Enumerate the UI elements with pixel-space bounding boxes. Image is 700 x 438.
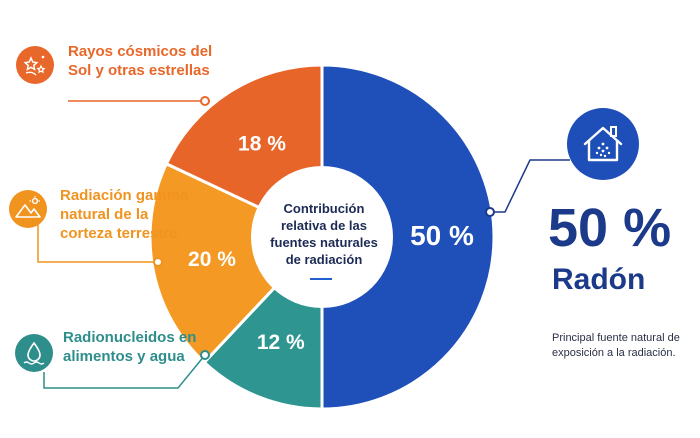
pie-slice-0 — [320, 63, 496, 411]
pie-slice-2 — [148, 161, 325, 365]
title-underline — [310, 278, 332, 280]
highlight-description: Principal fuente natural de exposición a… — [552, 332, 680, 359]
connector-food-dot — [200, 350, 210, 360]
pie-slice-label-2: 20 % — [188, 248, 236, 271]
chart-title: Contribución relativa de las fuentes nat… — [270, 201, 378, 267]
connector-radon-dot — [485, 207, 495, 217]
pie-slice-label-1: 12 % — [257, 331, 305, 354]
annotation-gamma-radiation: Radiación gamma natural de la corteza te… — [60, 187, 189, 242]
annotation-food-water: Radionucleidos en alimentos y agua — [63, 329, 197, 365]
connector-gamma — [37, 220, 158, 263]
annotation-cosmic-rays: Rayos cósmicos del Sol y otras estrellas — [68, 43, 213, 79]
highlight-name: Radón — [552, 263, 646, 296]
connector-cosmic-dot — [200, 96, 210, 106]
center-circle — [251, 166, 393, 308]
highlight-value: 50 % — [548, 198, 672, 258]
pie-slice-label-0: 50 % — [410, 220, 474, 251]
house-radon-icon — [567, 108, 639, 180]
connector-gamma-dot — [153, 257, 163, 267]
pie-slice-label-3: 18 % — [238, 132, 286, 155]
connector-radon — [490, 159, 570, 213]
connector-food — [43, 354, 206, 389]
water-drop-icon — [15, 334, 53, 372]
mountains-icon — [9, 190, 47, 228]
stars-icon — [16, 46, 54, 84]
